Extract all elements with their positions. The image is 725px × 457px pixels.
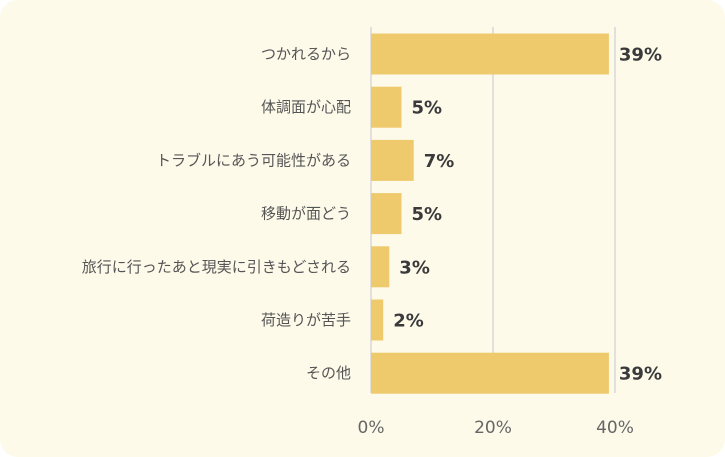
value-label: 39% [619, 45, 662, 66]
value-label: 2% [393, 311, 424, 332]
x-tick-label: 0% [358, 418, 385, 438]
bar [371, 352, 609, 394]
value-label: 39% [619, 364, 662, 385]
value-label: 3% [399, 257, 430, 278]
bar [371, 246, 390, 288]
bar [371, 139, 414, 181]
category-label: 移動が面どう [261, 205, 351, 223]
bar [371, 86, 402, 128]
value-label: 5% [412, 98, 443, 119]
category-label: 荷造りが苦手 [261, 311, 351, 329]
value-label: 5% [412, 204, 443, 225]
bar [371, 299, 384, 341]
category-label: その他 [306, 364, 351, 382]
category-label: トラブルにあう可能性がある [156, 151, 351, 169]
category-label: 体調面が心配 [261, 98, 351, 116]
x-tick-label: 40% [596, 418, 634, 438]
bar [371, 33, 609, 75]
x-tick-label: 20% [474, 418, 512, 438]
category-label: 旅行に行ったあと現実に引きもどされる [82, 258, 351, 276]
category-label: つかれるから [261, 45, 351, 63]
bar [371, 193, 402, 235]
value-label: 7% [424, 151, 455, 172]
